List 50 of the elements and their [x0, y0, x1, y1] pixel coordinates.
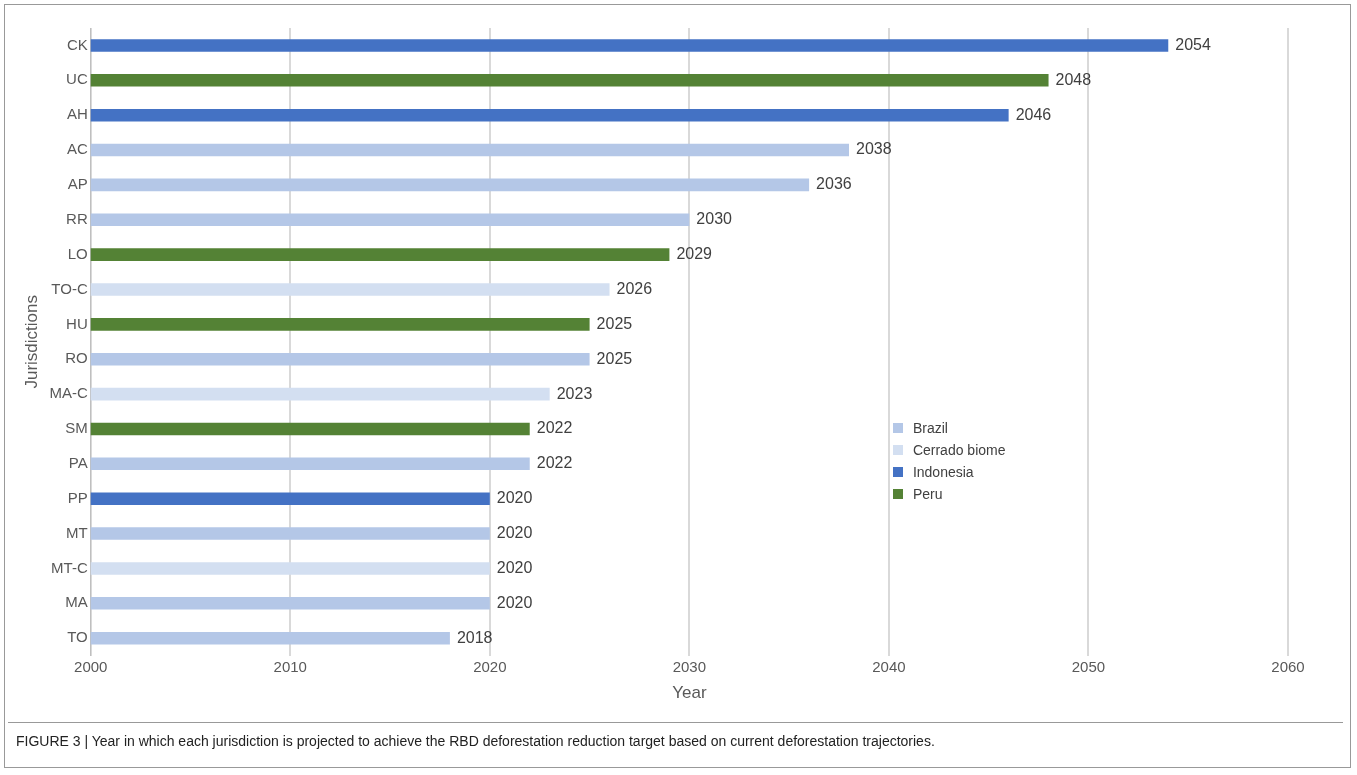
x-tick-label: 2040 [872, 657, 906, 675]
data-label: 2048 [1055, 70, 1092, 88]
y-tick-label: AP [67, 175, 88, 193]
data-label: 2025 [596, 314, 633, 332]
x-tick-label: 2060 [1271, 657, 1305, 675]
data-label: 2036 [816, 175, 852, 193]
y-tick-label: RR [66, 209, 88, 227]
legend-label: Cerrado biome [912, 442, 1006, 459]
y-tick-label: MT [66, 523, 88, 541]
y-tick-label: MA [65, 593, 88, 611]
y-tick-label: PA [68, 453, 88, 471]
data-label: 2026 [616, 279, 653, 297]
x-tick-label: 2020 [473, 657, 507, 675]
y-tick-label: MT-C [51, 558, 88, 576]
legend-label: Indonesia [912, 464, 974, 481]
y-tick-label: UC [66, 70, 88, 88]
y-tick-label: CK [66, 35, 88, 53]
data-label: 2020 [496, 489, 533, 507]
y-tick-label: TO [67, 628, 88, 646]
y-tick-label: PP [67, 488, 88, 506]
data-label: 2022 [536, 454, 573, 472]
data-label: 2022 [536, 419, 573, 437]
data-label: 2020 [496, 593, 533, 611]
data-label: 2054 [1175, 35, 1211, 53]
data-label: 2018 [456, 628, 493, 646]
y-tick-label: LO [67, 244, 88, 262]
data-label: 2038 [856, 140, 892, 158]
data-label: 2023 [556, 384, 593, 402]
data-label: 2029 [676, 245, 713, 263]
y-tick-label: SM [65, 419, 88, 437]
data-label: 2030 [696, 210, 733, 228]
caption: FIGURE 3 | Year in which each jurisdiction is projected to achieve the RBD deforestation reduction target based on current deforestation trajectories. [16, 733, 936, 749]
data-label: 2020 [496, 523, 533, 541]
data-label: 2046 [1015, 105, 1052, 123]
x-tick-label: 2010 [273, 657, 307, 675]
y-axis-title: Jurisdictions [21, 295, 41, 389]
data-label: 2020 [496, 558, 533, 576]
x-tick-label: 2050 [1071, 657, 1106, 675]
x-tick-label: 2030 [672, 657, 707, 675]
legend-label: Peru [912, 486, 943, 503]
x-axis-title: Year [672, 683, 707, 703]
y-tick-label: TO-C [51, 279, 88, 297]
y-tick-label: RO [65, 349, 88, 367]
y-tick-label: AH [66, 105, 88, 123]
y-tick-label: AC [66, 140, 88, 158]
y-tick-label: MA-C [49, 384, 88, 402]
x-tick-label: 2000 [74, 657, 108, 675]
legend-label: Brazil [912, 420, 948, 437]
y-tick-label: HU [66, 314, 88, 332]
data-label: 2025 [596, 349, 633, 367]
